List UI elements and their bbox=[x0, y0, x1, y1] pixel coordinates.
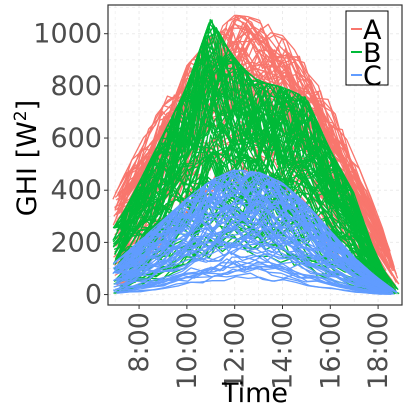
series-c-line bbox=[119, 264, 383, 294]
x-tick-label: 12:00 bbox=[220, 312, 251, 390]
series-b-line bbox=[112, 91, 389, 286]
series-b-line bbox=[115, 88, 380, 272]
legend-box bbox=[345, 10, 389, 86]
x-tick-label: 18:00 bbox=[363, 312, 394, 390]
series-b-line bbox=[112, 65, 389, 285]
series-b-line bbox=[112, 108, 389, 283]
y-axis-title-main: GHI [W bbox=[12, 121, 43, 216]
series-b-line bbox=[119, 37, 384, 279]
series-c-line bbox=[121, 195, 386, 287]
x-axis: 8:00 10:00 12:00 14:00 16:00 18:00 bbox=[124, 305, 394, 390]
x-axis-title: Time bbox=[221, 378, 288, 407]
series-c-line bbox=[123, 211, 388, 290]
x-tick-label: 8:00 bbox=[124, 312, 155, 373]
series-c-line bbox=[115, 171, 380, 283]
x-tick-label: 10:00 bbox=[172, 312, 203, 390]
series-b-line bbox=[118, 83, 383, 275]
svg-text:GHI [W2]: GHI [W2] bbox=[11, 100, 43, 216]
series-b-line bbox=[118, 103, 383, 281]
series-c-line bbox=[118, 174, 394, 291]
y-tick-label: 1000 bbox=[33, 19, 102, 50]
y-tick-label: 0 bbox=[85, 280, 102, 311]
series-c-line bbox=[123, 238, 388, 293]
x-tick-label: 16:00 bbox=[315, 312, 346, 390]
series-a-line bbox=[119, 15, 384, 239]
y-axis-title-superscript: 2 bbox=[11, 110, 31, 121]
y-axis-title: GHI [W2] bbox=[11, 100, 43, 216]
series-c-line bbox=[121, 215, 385, 290]
series-c-line bbox=[118, 173, 382, 285]
y-tick-label: 200 bbox=[50, 227, 102, 258]
series-c-line bbox=[115, 171, 391, 290]
legend-label-b: B bbox=[363, 38, 382, 69]
series-c-line bbox=[119, 260, 395, 295]
series-a-line bbox=[123, 36, 388, 256]
series-b-line bbox=[120, 77, 385, 282]
series-b-line bbox=[123, 28, 399, 291]
series-c-lines bbox=[112, 169, 398, 295]
series-c-line bbox=[119, 223, 384, 289]
legend-label-a: A bbox=[363, 15, 382, 46]
legend: ABC bbox=[345, 10, 389, 92]
series-c-line bbox=[119, 255, 383, 293]
series-a-line bbox=[118, 15, 396, 268]
y-tick-label: 800 bbox=[50, 71, 102, 102]
y-tick-label: 400 bbox=[50, 175, 102, 206]
legend-label-c: C bbox=[363, 61, 382, 92]
series-c-line bbox=[118, 178, 395, 291]
series-c-line bbox=[113, 244, 389, 293]
series-c-line bbox=[116, 200, 380, 288]
series-lines bbox=[112, 14, 400, 295]
y-tick-label: 600 bbox=[50, 123, 102, 154]
y-axis-title-close: ] bbox=[12, 100, 43, 111]
x-tick-label: 14:00 bbox=[268, 312, 299, 390]
series-c-line bbox=[118, 272, 383, 295]
y-axis: 0 200 400 600 800 1000 bbox=[33, 19, 108, 311]
plot-panel-border bbox=[107, 4, 403, 306]
